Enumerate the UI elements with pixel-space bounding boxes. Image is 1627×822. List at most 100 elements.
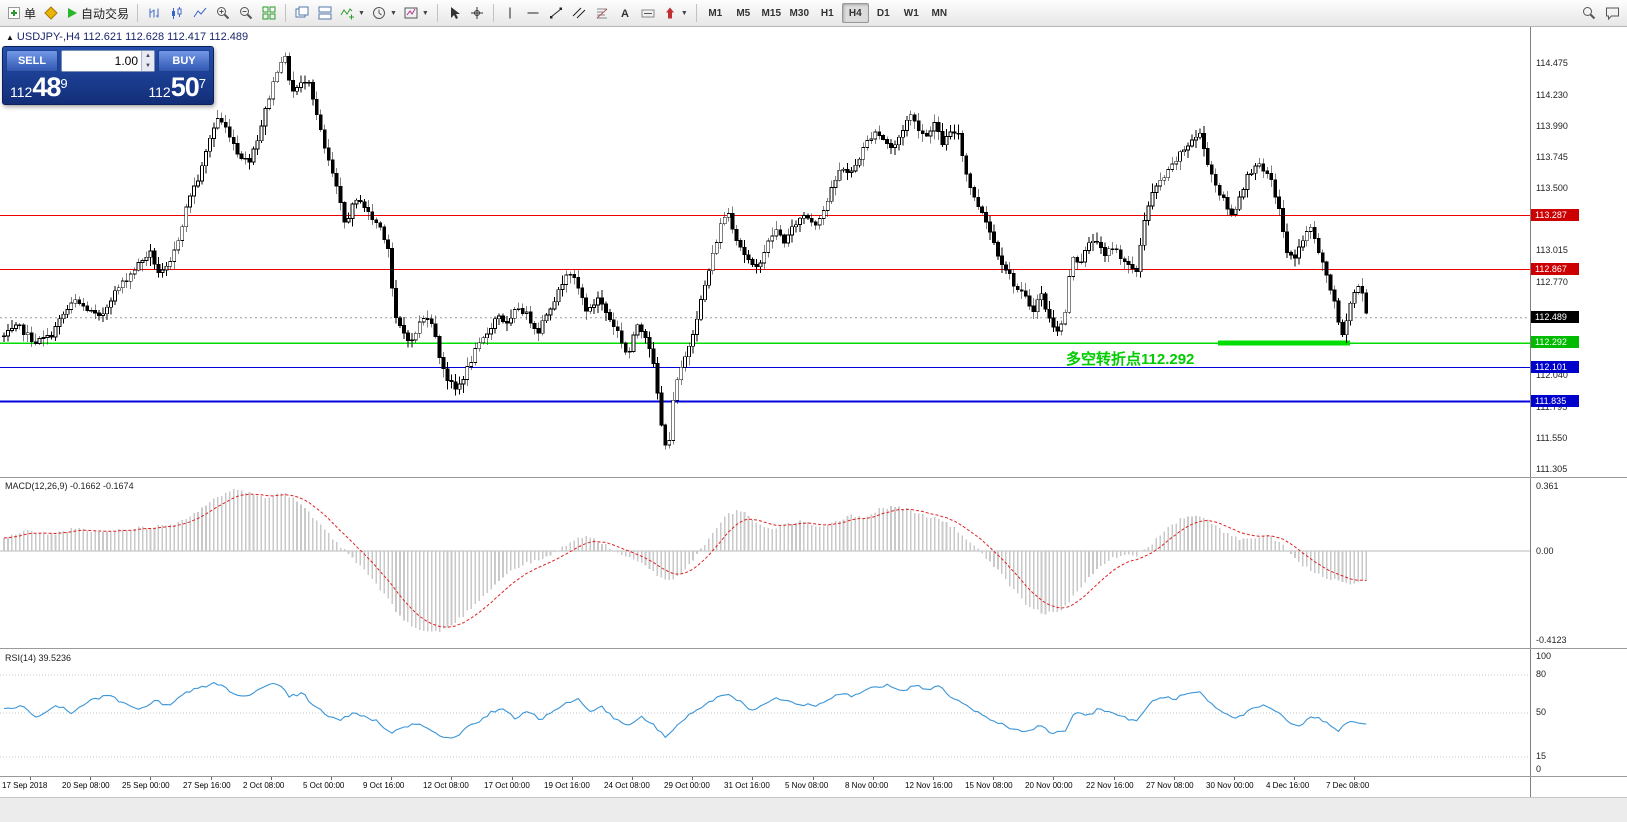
- sell-button[interactable]: SELL: [6, 50, 58, 72]
- price-scale-label: 111.550: [1536, 433, 1568, 443]
- line-chart-icon: [193, 7, 207, 18]
- autotrading-label: 自动交易: [81, 6, 130, 21]
- candlestick-icon: [172, 7, 182, 19]
- rsi-label: RSI(14) 39.5236: [5, 653, 72, 663]
- trendline-icon: [549, 7, 562, 19]
- time-axis-label: 15 Nov 08:00: [965, 781, 1013, 790]
- zoom-in-button[interactable]: [212, 2, 234, 24]
- time-axis-tick: [692, 777, 693, 780]
- search-button[interactable]: [1578, 2, 1600, 24]
- timeframe-h4[interactable]: H4: [841, 3, 869, 23]
- macd-scale-label: 0.361: [1536, 481, 1559, 491]
- time-axis-tick: [211, 777, 212, 780]
- tile-horizontal-icon: [318, 6, 332, 20]
- vertical-line-button[interactable]: [499, 2, 521, 24]
- panel-divider[interactable]: [0, 648, 1627, 649]
- trendline-button[interactable]: [545, 2, 567, 24]
- text-label-icon: [641, 9, 655, 18]
- cursor-button[interactable]: [443, 2, 465, 24]
- price-badge: 113.287: [1531, 209, 1579, 221]
- volume-down-icon[interactable]: ▼: [142, 61, 154, 71]
- chat-icon: [1605, 7, 1619, 20]
- macd-histogram: [3, 489, 1367, 633]
- time-axis-tick: [933, 777, 934, 780]
- toolbar: 单 自动交易 ▼ ▼ ▼: [0, 0, 1627, 27]
- volume-up-icon[interactable]: ▲: [142, 51, 154, 61]
- bar-chart-button[interactable]: [143, 2, 165, 24]
- text-label-button[interactable]: [637, 2, 659, 24]
- price-scale-label: 113.015: [1536, 245, 1568, 255]
- main-chart[interactable]: [0, 27, 1530, 477]
- candlestick-chart-button[interactable]: [166, 2, 188, 24]
- cascade-windows-button[interactable]: [291, 2, 313, 24]
- rsi-panel[interactable]: [0, 650, 1530, 776]
- fibonacci-icon: [596, 8, 608, 19]
- price-scale-label: 111.795: [1536, 402, 1568, 412]
- text-button[interactable]: A: [614, 2, 636, 24]
- indicators-button[interactable]: ▼: [337, 2, 368, 24]
- highlight-segment[interactable]: [1218, 340, 1350, 346]
- autotrading-button[interactable]: 自动交易: [63, 2, 132, 24]
- macd-label: MACD(12,26,9) -0.1662 -0.1674: [5, 481, 134, 491]
- timeframe-m15[interactable]: M15: [758, 3, 785, 23]
- price-scale-label: 113.500: [1536, 183, 1568, 193]
- periods-button[interactable]: ▼: [369, 2, 400, 24]
- time-axis-label: 20 Sep 08:00: [62, 781, 110, 790]
- timeframe-m30[interactable]: M30: [786, 3, 813, 23]
- channel-button[interactable]: [568, 2, 590, 24]
- macd-panel[interactable]: [0, 478, 1530, 648]
- time-axis-tick: [632, 777, 633, 780]
- time-axis-tick: [150, 777, 151, 780]
- horizontal-line-icon: [527, 12, 539, 14]
- time-axis-tick: [391, 777, 392, 780]
- volume-value[interactable]: 1.00: [114, 54, 138, 68]
- time-axis-label: 19 Oct 16:00: [544, 781, 590, 790]
- time-axis-tick: [1053, 777, 1054, 780]
- arrows-button[interactable]: ▼: [660, 2, 691, 24]
- pivot-annotation[interactable]: 多空转折点112.292: [1066, 351, 1195, 368]
- tile-windows-icon: [262, 6, 276, 20]
- line-chart-button[interactable]: [189, 2, 211, 24]
- crosshair-button[interactable]: [466, 2, 488, 24]
- vertical-line-icon: [509, 7, 511, 19]
- symbol-info-bar: ▲ USDJPY-,H4 112.621 112.628 112.417 112.…: [6, 31, 248, 43]
- templates-button[interactable]: ▼: [401, 2, 432, 24]
- timeframe-w1[interactable]: W1: [898, 3, 925, 23]
- new-order-button[interactable]: 单: [4, 2, 39, 24]
- timeframe-h1[interactable]: H1: [814, 3, 841, 23]
- timeframe-mn[interactable]: MN: [926, 3, 953, 23]
- sell-price[interactable]: 112 48 9: [10, 72, 68, 102]
- panel-divider[interactable]: [0, 477, 1627, 478]
- time-axis-tick: [331, 777, 332, 780]
- tile-windows-button[interactable]: [258, 2, 280, 24]
- timeframe-m5[interactable]: M5: [730, 3, 757, 23]
- zoom-out-button[interactable]: [235, 2, 257, 24]
- symbol-marker-icon: ▲: [6, 33, 14, 42]
- time-axis[interactable]: 17 Sep 2018 20 Sep 08:00 25 Sep 00:00 27 Se…: [0, 777, 1530, 797]
- tile-horizontal-button[interactable]: [314, 2, 336, 24]
- timeframe-m1[interactable]: M1: [702, 3, 729, 23]
- horizontal-line-button[interactable]: [522, 2, 544, 24]
- time-axis-label: 2 Oct 08:00: [243, 781, 285, 790]
- time-axis-tick: [90, 777, 91, 780]
- time-axis-label: 27 Sep 16:00: [183, 781, 231, 790]
- zoom-in-icon: [217, 7, 230, 20]
- volume-spinner[interactable]: 1.00 ▲ ▼: [61, 50, 155, 72]
- time-axis-label: 7 Dec 08:00: [1326, 781, 1370, 790]
- price-scale[interactable]: 114.475 114.230 113.990 113.745 113.500 113.0…: [1530, 27, 1627, 797]
- price-scale-label: 114.230: [1536, 90, 1568, 100]
- buy-button[interactable]: BUY: [158, 50, 210, 72]
- panel-divider: [0, 776, 1627, 777]
- price-scale-label: 112.770: [1536, 277, 1568, 287]
- price-scale-label: 113.990: [1536, 121, 1568, 131]
- timeframe-d1[interactable]: D1: [870, 3, 897, 23]
- buy-price[interactable]: 112 50 7: [148, 72, 206, 102]
- time-axis-label: 9 Oct 16:00: [363, 781, 405, 790]
- bar-chart-icon: [149, 8, 159, 18]
- metaeditor-button[interactable]: [40, 2, 62, 24]
- toolbar-separator: [436, 4, 438, 22]
- chat-button[interactable]: [1601, 2, 1623, 24]
- fibonacci-button[interactable]: [591, 2, 613, 24]
- time-axis-label: 17 Sep 2018: [2, 781, 48, 790]
